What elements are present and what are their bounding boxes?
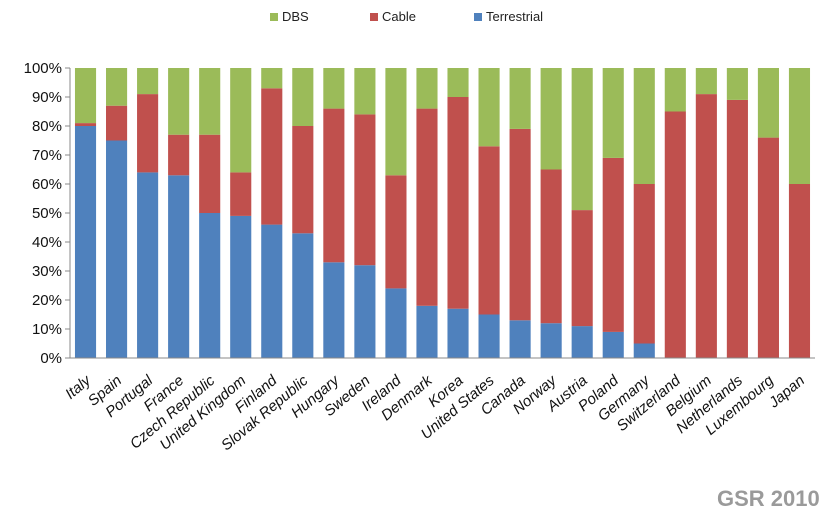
bar-segment-dbs (788, 68, 811, 184)
bar-segment-terrestrial (385, 288, 407, 358)
bar-segment-dbs (447, 68, 469, 97)
bar-segment-dbs (633, 68, 655, 184)
bar-segment-cable (695, 94, 717, 358)
legend-label-dbs: DBS (282, 9, 309, 24)
y-axis: 0% 10% 20% 30% 40% 50% 60% 70% 80% 90% 100% (24, 60, 71, 367)
bar-segment-dbs (199, 68, 221, 135)
bar-segment-cable (385, 175, 407, 289)
bar-segment-cable (478, 146, 500, 315)
legend-swatch-dbs (270, 13, 278, 21)
bar-segment-cable (137, 94, 159, 173)
y-tick-label: 0% (40, 350, 62, 367)
bar-segment-terrestrial (261, 224, 283, 358)
bar-segment-dbs (137, 68, 159, 95)
bar-segment-dbs (571, 68, 593, 211)
bar-segment-cable (788, 184, 811, 358)
bar-segment-terrestrial (292, 233, 314, 358)
bar-segment-cable (664, 111, 686, 358)
bar-segment-cable (447, 97, 469, 309)
bar-segment-terrestrial (137, 172, 159, 358)
bar-segment-cable (292, 126, 314, 234)
bar-segment-dbs (354, 68, 376, 115)
bar-segment-cable (261, 88, 283, 225)
y-tick-label: 20% (32, 292, 62, 309)
bar-segment-terrestrial (633, 343, 655, 358)
y-tick-label: 40% (32, 234, 62, 251)
bar-segment-cable (416, 108, 438, 306)
bars (74, 68, 811, 359)
y-tick-label: 80% (32, 118, 62, 135)
bar-segment-dbs (695, 68, 717, 95)
bar-segment-cable (323, 108, 345, 263)
bar-segment-cable (106, 105, 128, 141)
bar-segment-dbs (385, 68, 407, 176)
bar-segment-terrestrial (540, 323, 562, 358)
bar-segment-cable (757, 137, 779, 358)
bar-segment-cable (354, 114, 376, 266)
bar-segment-dbs (602, 68, 624, 158)
bar-segment-dbs (292, 68, 314, 126)
bar-segment-terrestrial (230, 215, 252, 358)
y-tick-label: 90% (32, 89, 62, 106)
bar-segment-cable (509, 128, 531, 321)
bar-segment-dbs (509, 68, 531, 129)
y-tick-label: 10% (32, 321, 62, 338)
bar-segment-dbs (478, 68, 500, 147)
bar-segment-terrestrial (106, 140, 128, 358)
bar-segment-terrestrial (74, 126, 97, 358)
bar-segment-terrestrial (199, 213, 221, 358)
bar-segment-dbs (664, 68, 686, 112)
y-tick-label: 100% (24, 60, 62, 77)
bar-segment-cable (602, 157, 624, 332)
bar-segment-dbs (168, 68, 190, 135)
bar-segment-terrestrial (509, 320, 531, 358)
bar-segment-terrestrial (416, 305, 438, 358)
bar-segment-terrestrial (478, 314, 500, 358)
bar-segment-dbs (757, 68, 779, 138)
legend-label-cable: Cable (382, 9, 416, 24)
y-tick-label: 60% (32, 176, 62, 193)
watermark-text: GSR 2010 - (717, 486, 821, 511)
bar-segment-dbs (726, 68, 748, 100)
bar-segment-dbs (74, 68, 97, 124)
bar-segment-dbs (323, 68, 345, 109)
x-category-label: Japan (765, 372, 808, 412)
bar-segment-cable (540, 169, 562, 324)
y-tick-label: 50% (32, 205, 62, 222)
y-tick-label: 30% (32, 263, 62, 280)
bar-segment-terrestrial (354, 265, 376, 358)
bar-segment-terrestrial (323, 262, 345, 358)
bar-segment-cable (230, 172, 252, 216)
bar-segment-terrestrial (571, 326, 593, 358)
bar-segment-dbs (261, 68, 283, 89)
legend-swatch-cable (370, 13, 378, 21)
bar-segment-cable (571, 210, 593, 327)
y-tick-label: 70% (32, 147, 62, 164)
legend-label-terrestrial: Terrestrial (486, 9, 543, 24)
bar-segment-dbs (416, 68, 438, 109)
bar-segment-terrestrial (447, 308, 469, 358)
bar-segment-terrestrial (168, 175, 190, 358)
bar-segment-cable (168, 134, 190, 176)
bar-segment-terrestrial (602, 331, 624, 358)
legend: DBS Cable Terrestrial (270, 9, 543, 24)
bar-segment-dbs (540, 68, 562, 170)
bar-segment-dbs (230, 68, 252, 173)
bar-segment-cable (726, 99, 748, 359)
bar-segment-cable (74, 123, 97, 126)
bar-segment-cable (633, 184, 655, 344)
legend-swatch-terrestrial (474, 13, 482, 21)
bar-segment-cable (199, 134, 221, 213)
bar-segment-dbs (106, 68, 128, 106)
